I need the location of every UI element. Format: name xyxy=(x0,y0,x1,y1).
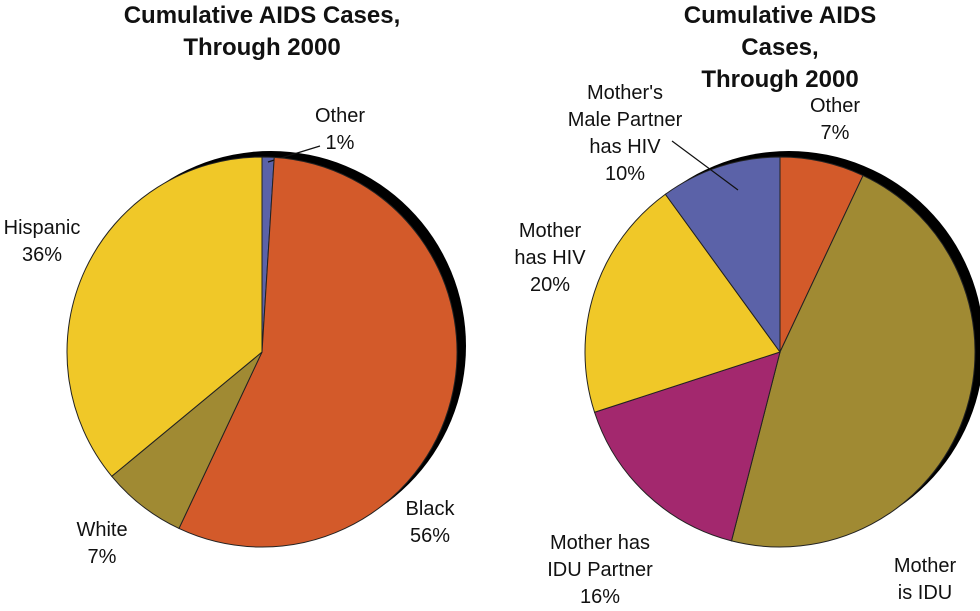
slice-label: Hispanic xyxy=(3,217,81,239)
value-label: 1% xyxy=(325,132,355,154)
value-label: 7% xyxy=(87,546,117,568)
value-label: 36% xyxy=(21,244,63,266)
chart-title: Cumulative AIDS Cases, Through 2000 xyxy=(123,2,401,61)
slice-label: White xyxy=(76,519,128,541)
slice-label: Black xyxy=(405,498,455,520)
value-label: 10% xyxy=(604,163,646,185)
pie-slice xyxy=(178,156,458,548)
value-label: 56% xyxy=(409,525,451,547)
pie-slice xyxy=(66,156,263,478)
pie-slice xyxy=(730,174,976,548)
slice-label: Mother's Male Partner has HIV xyxy=(567,82,683,158)
value-label: 7% xyxy=(820,122,850,144)
chart-title: Cumulative AIDS Cases, Through 2000 xyxy=(683,2,877,93)
pie-slice xyxy=(664,156,781,354)
slice-label: Mother has HIV xyxy=(514,220,586,269)
slice-label: Mother is IDU xyxy=(893,555,957,604)
value-label: 47% xyxy=(905,607,945,611)
value-label: 20% xyxy=(529,274,571,296)
pie-slice xyxy=(584,193,781,413)
value-label: 16% xyxy=(579,586,621,608)
leader-line xyxy=(671,140,739,191)
slice-label: Other xyxy=(809,95,861,117)
slice-label: Mother has IDU Partner xyxy=(547,532,653,581)
pie-slice xyxy=(593,351,781,542)
slice-label: Other xyxy=(314,105,366,127)
